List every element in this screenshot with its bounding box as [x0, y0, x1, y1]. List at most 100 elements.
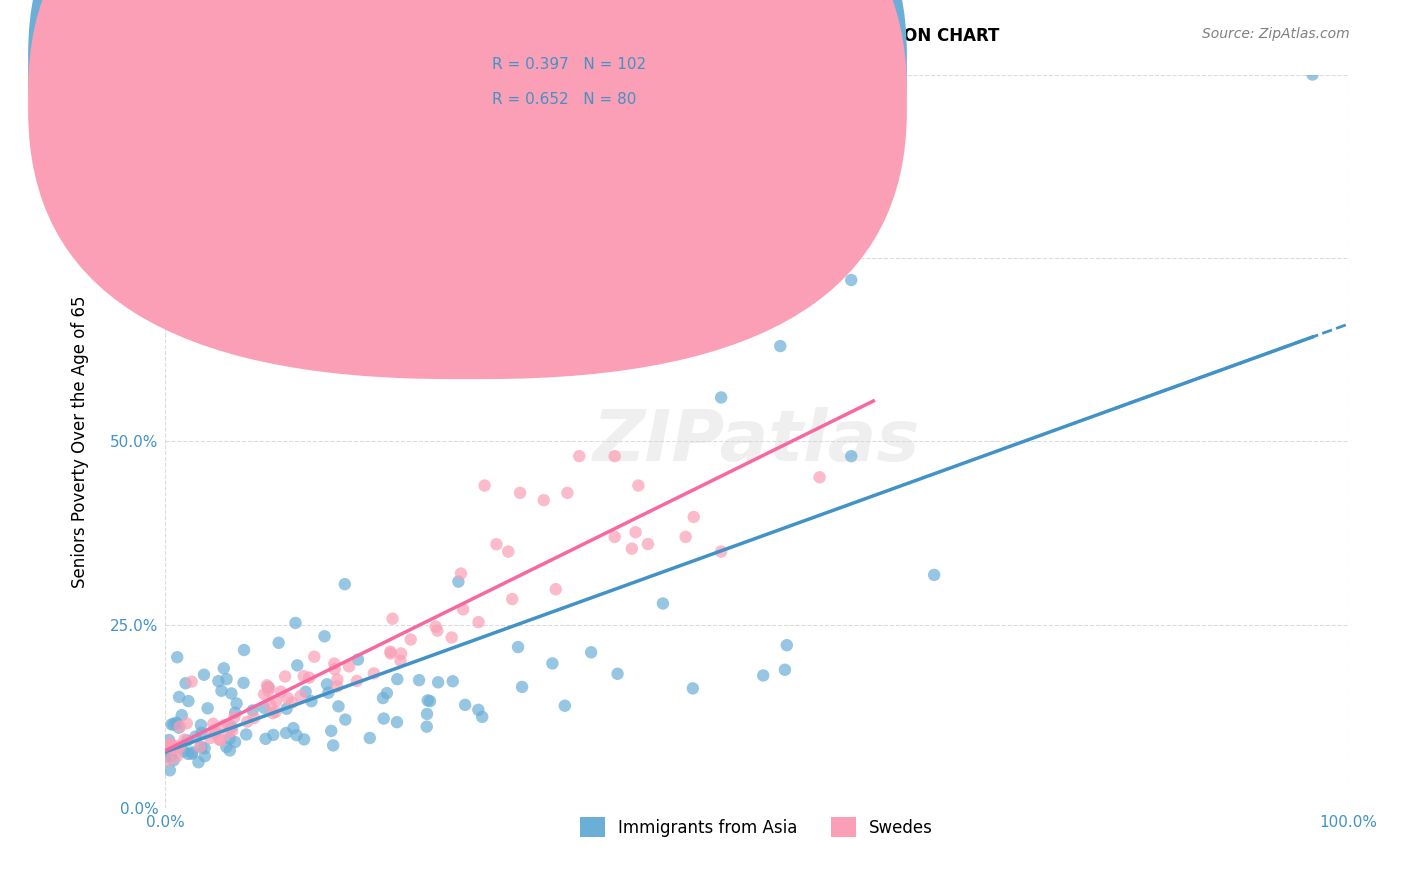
Immigrants from Asia [292, 732, 315, 747]
Swedes [624, 525, 647, 540]
Immigrants from Asia [579, 645, 602, 659]
Immigrants from Asia [1301, 68, 1323, 82]
Immigrants from Asia [321, 723, 343, 738]
Swedes [167, 739, 190, 753]
Immigrants from Asia [211, 683, 233, 698]
Swedes [209, 732, 232, 747]
Swedes [166, 749, 188, 764]
Immigrants from Asia [181, 747, 204, 761]
Immigrants from Asia [235, 727, 257, 741]
Swedes [204, 723, 226, 737]
Immigrants from Asia [224, 706, 246, 720]
Immigrants from Asia [385, 715, 408, 730]
Swedes [162, 742, 184, 756]
Text: R = 0.397   N = 102: R = 0.397 N = 102 [492, 57, 647, 71]
Swedes [159, 738, 181, 752]
Immigrants from Asia [267, 636, 290, 650]
Swedes [637, 537, 659, 551]
Immigrants from Asia [177, 747, 200, 761]
Immigrants from Asia [769, 339, 792, 353]
Swedes [159, 736, 181, 750]
Swedes [603, 449, 626, 463]
Swedes [603, 530, 626, 544]
Swedes [620, 541, 643, 556]
Swedes [808, 470, 831, 484]
Immigrants from Asia [155, 749, 177, 764]
Swedes [474, 478, 496, 492]
Immigrants from Asia [554, 698, 576, 713]
Immigrants from Asia [371, 691, 394, 706]
Immigrants from Asia [408, 673, 430, 688]
Immigrants from Asia [710, 391, 733, 405]
Immigrants from Asia [416, 693, 439, 707]
Immigrants from Asia [194, 741, 217, 756]
Immigrants from Asia [157, 733, 180, 747]
Swedes [257, 684, 280, 698]
Immigrants from Asia [467, 703, 489, 717]
Swedes [292, 669, 315, 683]
Swedes [236, 714, 259, 729]
Immigrants from Asia [333, 577, 356, 591]
Immigrants from Asia [159, 764, 181, 778]
Immigrants from Asia [506, 640, 529, 654]
Swedes [380, 647, 402, 661]
Swedes [290, 689, 312, 703]
Swedes [426, 624, 449, 638]
Immigrants from Asia [232, 676, 254, 690]
Y-axis label: Seniors Poverty Over the Age of 65: Seniors Poverty Over the Age of 65 [72, 295, 89, 588]
Immigrants from Asia [776, 638, 799, 652]
Immigrants from Asia [454, 698, 477, 712]
Immigrants from Asia [416, 720, 439, 734]
Immigrants from Asia [163, 753, 186, 767]
Swedes [304, 649, 326, 664]
Swedes [710, 544, 733, 558]
Immigrants from Asia [335, 713, 357, 727]
Immigrants from Asia [314, 629, 336, 643]
Swedes [568, 449, 591, 463]
Immigrants from Asia [221, 720, 243, 734]
Swedes [218, 725, 240, 739]
Text: IMMIGRANTS FROM ASIA VS SWEDISH SENIORS POVERTY OVER THE AGE OF 65 CORRELATION C: IMMIGRANTS FROM ASIA VS SWEDISH SENIORS … [56, 27, 1000, 45]
Swedes [627, 478, 650, 492]
Swedes [399, 632, 422, 647]
Immigrants from Asia [221, 686, 243, 700]
Text: R = 0.652   N = 80: R = 0.652 N = 80 [492, 93, 637, 107]
Immigrants from Asia [218, 731, 240, 746]
Swedes [557, 486, 579, 500]
Immigrants from Asia [441, 674, 464, 689]
Immigrants from Asia [606, 666, 628, 681]
Swedes [323, 657, 346, 671]
Swedes [253, 687, 276, 701]
Swedes [425, 619, 447, 633]
Immigrants from Asia [187, 756, 209, 770]
Swedes [337, 659, 360, 673]
Swedes [298, 671, 321, 685]
Legend: Immigrants from Asia, Swedes: Immigrants from Asia, Swedes [574, 811, 939, 844]
Immigrants from Asia [427, 675, 450, 690]
Immigrants from Asia [160, 748, 183, 763]
Swedes [266, 694, 288, 708]
Immigrants from Asia [328, 699, 350, 714]
Immigrants from Asia [682, 681, 704, 696]
Immigrants from Asia [167, 721, 190, 735]
Immigrants from Asia [167, 690, 190, 704]
Immigrants from Asia [347, 652, 370, 666]
Swedes [221, 723, 243, 738]
Immigrants from Asia [225, 697, 247, 711]
Immigrants from Asia [173, 744, 195, 758]
Immigrants from Asia [218, 743, 240, 757]
Immigrants from Asia [190, 718, 212, 732]
Swedes [440, 631, 463, 645]
Swedes [274, 669, 297, 683]
Immigrants from Asia [922, 568, 945, 582]
Immigrants from Asia [190, 739, 212, 754]
Immigrants from Asia [207, 674, 229, 689]
Immigrants from Asia [773, 663, 796, 677]
Swedes [544, 582, 567, 597]
Swedes [256, 678, 278, 692]
Immigrants from Asia [242, 703, 264, 717]
Immigrants from Asia [253, 701, 276, 715]
Swedes [501, 592, 523, 607]
Immigrants from Asia [176, 733, 198, 747]
Immigrants from Asia [212, 661, 235, 675]
